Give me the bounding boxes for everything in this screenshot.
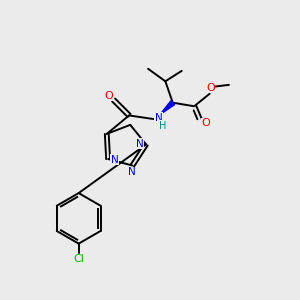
- Text: O: O: [105, 91, 113, 100]
- Text: N: N: [128, 167, 135, 177]
- Text: Cl: Cl: [73, 254, 84, 264]
- Text: O: O: [202, 118, 210, 128]
- Polygon shape: [160, 101, 175, 115]
- Text: N: N: [111, 154, 119, 165]
- Text: O: O: [206, 83, 215, 93]
- Text: N: N: [154, 113, 162, 123]
- Text: H: H: [159, 121, 166, 130]
- Text: N: N: [136, 139, 143, 149]
